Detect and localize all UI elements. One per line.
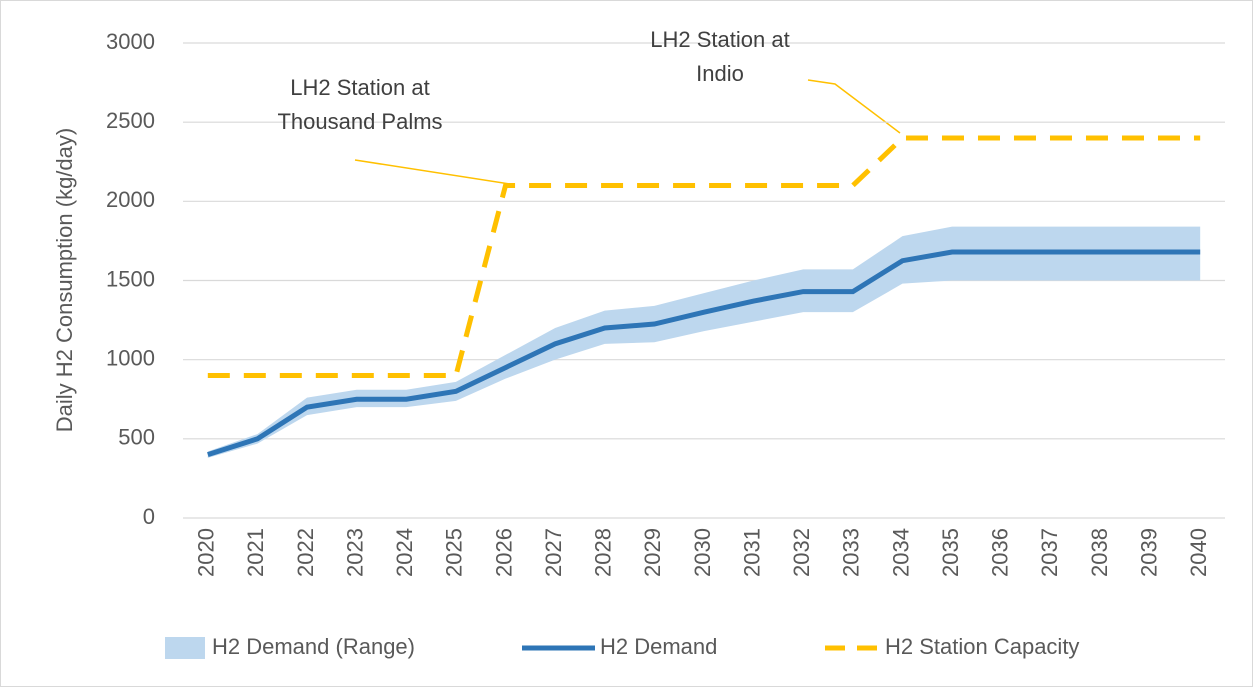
x-tick-label: 2028 xyxy=(591,528,616,577)
y-tick-label: 2000 xyxy=(106,187,155,212)
line-series xyxy=(207,135,1201,378)
y-tick-label: 2500 xyxy=(106,108,155,133)
line-series xyxy=(207,249,1201,458)
x-tick-label: 2036 xyxy=(988,528,1013,577)
x-tick-label: 2031 xyxy=(739,528,764,577)
y-tick-label: 3000 xyxy=(106,29,155,54)
x-tick-label: 2025 xyxy=(442,528,467,577)
annotation: LH2 Station at xyxy=(290,75,429,100)
annotation: Indio xyxy=(696,61,744,86)
leader-line xyxy=(354,159,511,185)
x-tick-label: 2033 xyxy=(839,528,864,577)
x-tick-label: 2024 xyxy=(392,528,417,577)
x-tick-label: 2027 xyxy=(541,528,566,577)
x-tick-label: 2026 xyxy=(491,528,516,577)
y-tick-label: 1000 xyxy=(106,345,155,370)
y-tick-label: 1500 xyxy=(106,266,155,291)
x-tick-label: 2023 xyxy=(342,528,367,577)
legend-label: H2 Demand (Range) xyxy=(212,634,415,659)
y-tick-label: 500 xyxy=(118,425,155,450)
x-tick-label: 2037 xyxy=(1037,528,1062,577)
annotation: Thousand Palms xyxy=(277,109,442,134)
x-tick-label: 2039 xyxy=(1136,528,1161,577)
y-tick-label: 0 xyxy=(143,504,155,529)
range-area xyxy=(207,226,1201,458)
x-tick-label: 2020 xyxy=(194,528,219,577)
annotation: LH2 Station at xyxy=(650,27,789,52)
legend-label: H2 Demand xyxy=(600,634,717,659)
x-tick-label: 2022 xyxy=(293,528,318,577)
x-tick-label: 2038 xyxy=(1087,528,1112,577)
leader-line xyxy=(807,79,901,134)
y-axis-title: Daily H2 Consumption (kg/day) xyxy=(52,128,77,432)
x-tick-label: 2040 xyxy=(1186,528,1211,577)
x-tick-label: 2032 xyxy=(789,528,814,577)
x-tick-label: 2021 xyxy=(243,528,268,577)
x-tick-label: 2034 xyxy=(888,528,913,577)
legend-swatch xyxy=(165,637,205,659)
x-tick-label: 2035 xyxy=(938,528,963,577)
legend-label: H2 Station Capacity xyxy=(885,634,1079,659)
x-tick-label: 2029 xyxy=(640,528,665,577)
x-tick-label: 2030 xyxy=(690,528,715,577)
